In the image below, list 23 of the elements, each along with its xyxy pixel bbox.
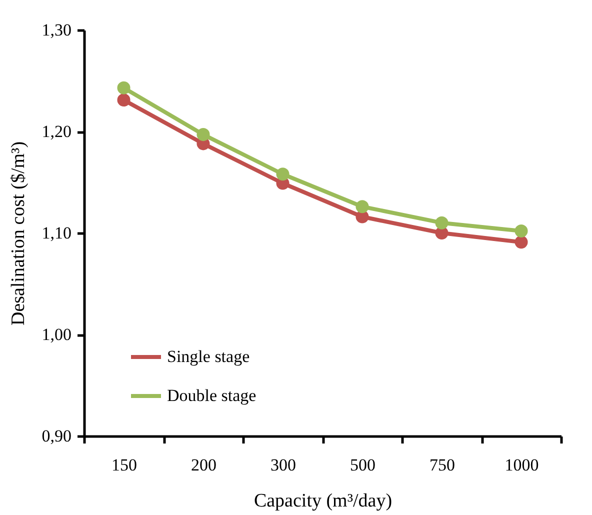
y-tick-label: 1,00 xyxy=(42,325,72,344)
point xyxy=(117,81,130,94)
point xyxy=(435,216,448,230)
point xyxy=(356,200,369,214)
legend-label: Double stage xyxy=(167,386,256,405)
y-tick-label: 1,20 xyxy=(42,122,72,141)
y-tick-label: 0,90 xyxy=(42,426,72,446)
point xyxy=(514,236,528,249)
point xyxy=(514,224,528,238)
x-tick-label: 750 xyxy=(430,456,455,474)
point xyxy=(276,168,290,181)
y-tick-label: 1,30 xyxy=(42,20,72,40)
x-tick-label: 300 xyxy=(270,456,296,474)
x-tick-label: 150 xyxy=(112,456,137,474)
x-axis-title: Capacity (m³/day) xyxy=(254,490,392,512)
y-axis-title: Desalination cost ($/m³) xyxy=(8,141,29,326)
point xyxy=(117,94,130,107)
y-tick-label: 1,10 xyxy=(42,224,72,242)
x-tick-label: 1000 xyxy=(504,456,539,474)
legend-label: Single stage xyxy=(167,347,250,366)
x-tick-label: 200 xyxy=(191,456,216,474)
x-tick-label: 500 xyxy=(350,456,376,474)
point xyxy=(196,128,210,142)
